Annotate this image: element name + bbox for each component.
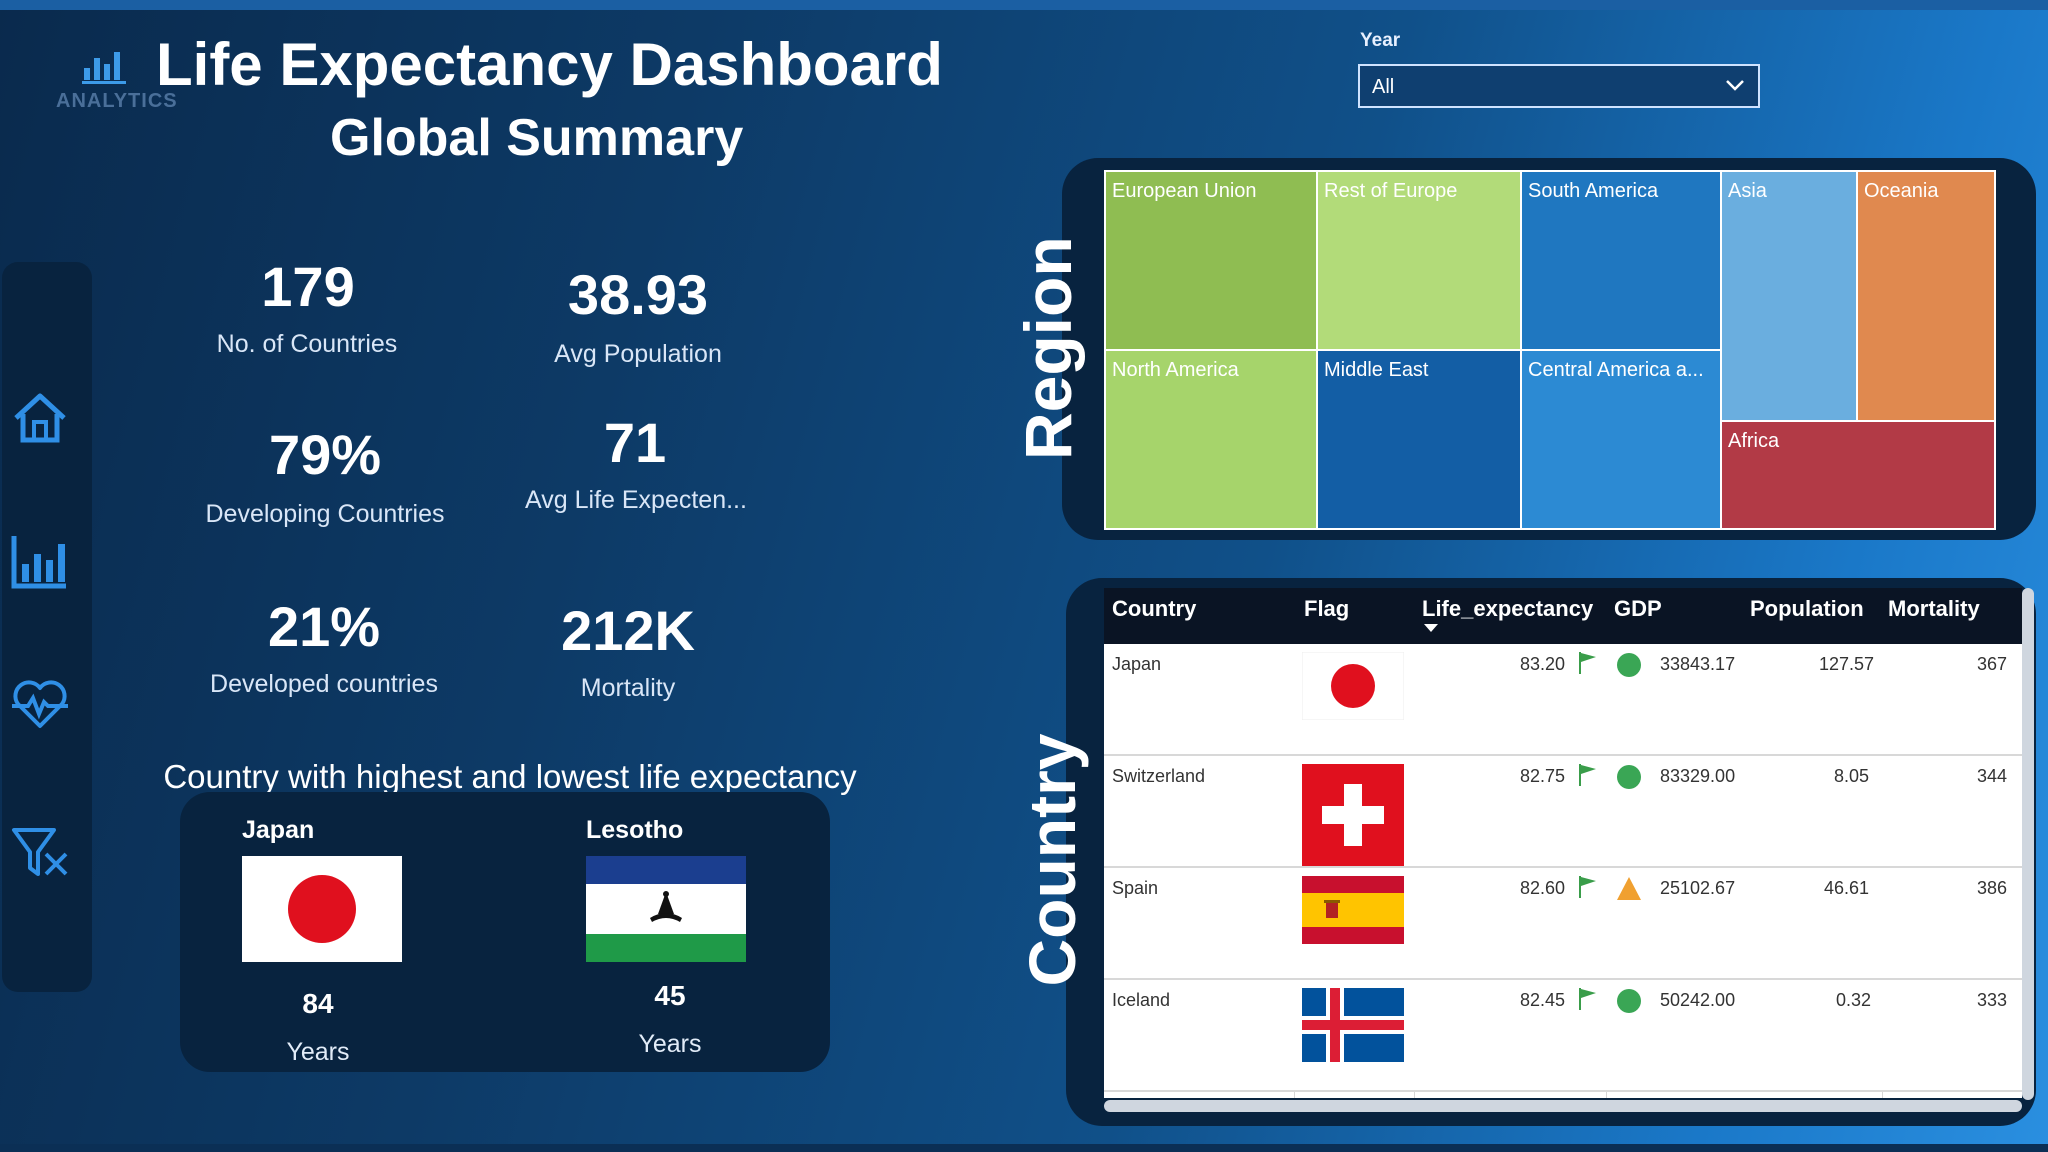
highest-country-name: Japan <box>242 816 315 844</box>
col-population[interactable]: Population <box>1750 596 1864 621</box>
highlow-title: Country with highest and lowest life exp… <box>163 758 857 795</box>
lowest-life-value: 45 <box>654 980 686 1011</box>
green-flag-icon <box>1579 988 1596 1010</box>
col-life-expectancy[interactable]: Life_expectancy <box>1422 596 1594 621</box>
highest-life-unit: Years <box>286 1038 350 1066</box>
kpi-developing-label: Developing Countries <box>205 500 445 528</box>
cell-life-expectancy: 82.60 <box>1520 878 1566 898</box>
green-flag-icon <box>1579 876 1596 898</box>
kpi-countries-label: No. of Countries <box>216 330 398 358</box>
region-axis-label: Region <box>1011 236 1085 460</box>
table-vertical-scrollbar[interactable] <box>2022 588 2034 1100</box>
table-header: Country Flag Life_expectancy GDP Populat… <box>1104 588 2022 644</box>
warning-triangle-icon <box>1617 877 1641 900</box>
col-gdp[interactable]: GDP <box>1614 596 1662 621</box>
year-dropdown[interactable]: All <box>1358 64 1760 108</box>
japan-flag-icon <box>242 856 402 962</box>
cell-population: 8.05 <box>1834 766 1870 786</box>
green-circle-icon <box>1617 765 1641 789</box>
cell-population: 46.61 <box>1824 878 1870 898</box>
heartbeat-icon[interactable] <box>10 674 70 734</box>
bottom-accent-bar <box>0 1144 2048 1152</box>
lowest-country-name: Lesotho <box>586 816 684 844</box>
country-table: Country Flag Life_expectancy GDP Populat… <box>1104 588 2022 1098</box>
cell-country: Spain <box>1112 878 1159 898</box>
col-mortality[interactable]: Mortality <box>1888 596 1980 621</box>
bar-chart-icon[interactable] <box>10 532 70 592</box>
cell-population: 127.57 <box>1819 654 1875 674</box>
cell-country: Japan <box>1112 654 1162 674</box>
kpi-mortality-value: 212K <box>561 599 695 662</box>
highest-life-value: 84 <box>302 988 334 1019</box>
logo-text: ANALYTICS <box>56 90 178 112</box>
tile-rest-of-europe[interactable]: Rest of Europe <box>1316 170 1522 351</box>
side-nav <box>2 262 92 992</box>
kpi-mortality-label: Mortality <box>580 674 676 702</box>
cell-mortality: 344 <box>1977 766 2008 786</box>
iceland-flag-icon <box>1302 988 1404 1062</box>
analytics-logo-icon <box>82 52 126 84</box>
cell-mortality: 333 <box>1977 990 2008 1010</box>
japan-flag-icon <box>1302 652 1404 720</box>
cell-mortality: 367 <box>1977 654 2008 674</box>
tile-south-america[interactable]: South America <box>1520 170 1722 351</box>
cell-life-expectancy: 82.75 <box>1520 766 1566 786</box>
kpi-population-label: Avg Population <box>554 340 722 368</box>
cell-life-expectancy: 82.45 <box>1520 990 1566 1010</box>
cell-gdp: 50242.00 <box>1660 990 1736 1010</box>
cell-gdp: 83329.00 <box>1660 766 1736 786</box>
cell-gdp: 33843.17 <box>1660 654 1736 674</box>
kpi-life-label: Avg Life Expecten... <box>525 486 747 514</box>
tile-middle-east[interactable]: Middle East <box>1316 349 1522 530</box>
green-circle-icon <box>1617 653 1641 677</box>
year-slicer-label: Year <box>1360 30 1401 51</box>
tile-european-union[interactable]: European Union <box>1104 170 1318 351</box>
home-icon[interactable] <box>10 388 70 448</box>
tile-oceania[interactable]: Oceania <box>1856 170 1996 422</box>
table-horizontal-scrollbar[interactable] <box>1104 1100 2022 1112</box>
tile-africa[interactable]: Africa <box>1720 420 1996 530</box>
table-row[interactable]: Japan 83.20 33843.17 127.57 367 <box>1104 644 2022 756</box>
green-circle-icon <box>1617 989 1641 1013</box>
kpi-population-value: 38.93 <box>567 263 709 326</box>
lowest-life-unit: Years <box>638 1030 702 1058</box>
page-subtitle: Global Summary <box>330 109 744 167</box>
table-row[interactable]: Iceland 82.45 50242.00 0.32 333 <box>1104 980 2022 1092</box>
kpi-life-value: 71 <box>603 411 667 474</box>
spain-flag-icon <box>1302 876 1404 944</box>
page-title: Life Expectancy Dashboard <box>156 31 943 98</box>
kpi-developing-value: 79% <box>268 423 382 486</box>
cell-gdp: 25102.67 <box>1660 878 1736 898</box>
sort-desc-icon <box>1424 624 1438 632</box>
region-treemap: European Union Rest of Europe South Amer… <box>1104 170 1996 530</box>
table-row[interactable]: Spain 82.60 25102.67 46.61 386 <box>1104 868 2022 980</box>
kpi-countries-value: 179 <box>261 255 355 318</box>
kpi-developed-label: Developed countries <box>210 670 438 698</box>
switzerland-flag-icon <box>1302 764 1404 866</box>
cell-population: 0.32 <box>1836 990 1872 1010</box>
year-dropdown-value: All <box>1372 76 1395 98</box>
green-flag-icon <box>1579 652 1596 674</box>
cell-country: Iceland <box>1112 990 1171 1010</box>
kpi-developed-value: 21% <box>267 595 381 658</box>
table-row[interactable]: Switzerland 82.75 83329.00 8.05 344 <box>1104 756 2022 868</box>
lesotho-flag-icon <box>586 856 746 962</box>
chevron-down-icon <box>1726 80 1744 91</box>
cell-life-expectancy: 83.20 <box>1520 654 1566 674</box>
country-axis-label: Country <box>1015 733 1089 987</box>
green-flag-icon <box>1579 764 1596 786</box>
clear-filter-icon[interactable] <box>10 822 70 882</box>
col-flag[interactable]: Flag <box>1304 596 1350 621</box>
top-accent-bar <box>0 0 2048 10</box>
tile-central-america[interactable]: Central America a... <box>1520 349 1722 530</box>
cell-country: Switzerland <box>1112 766 1206 786</box>
tile-north-america[interactable]: North America <box>1104 349 1318 530</box>
col-country[interactable]: Country <box>1112 596 1197 621</box>
cell-mortality: 386 <box>1977 878 2008 898</box>
tile-asia[interactable]: Asia <box>1720 170 1858 422</box>
